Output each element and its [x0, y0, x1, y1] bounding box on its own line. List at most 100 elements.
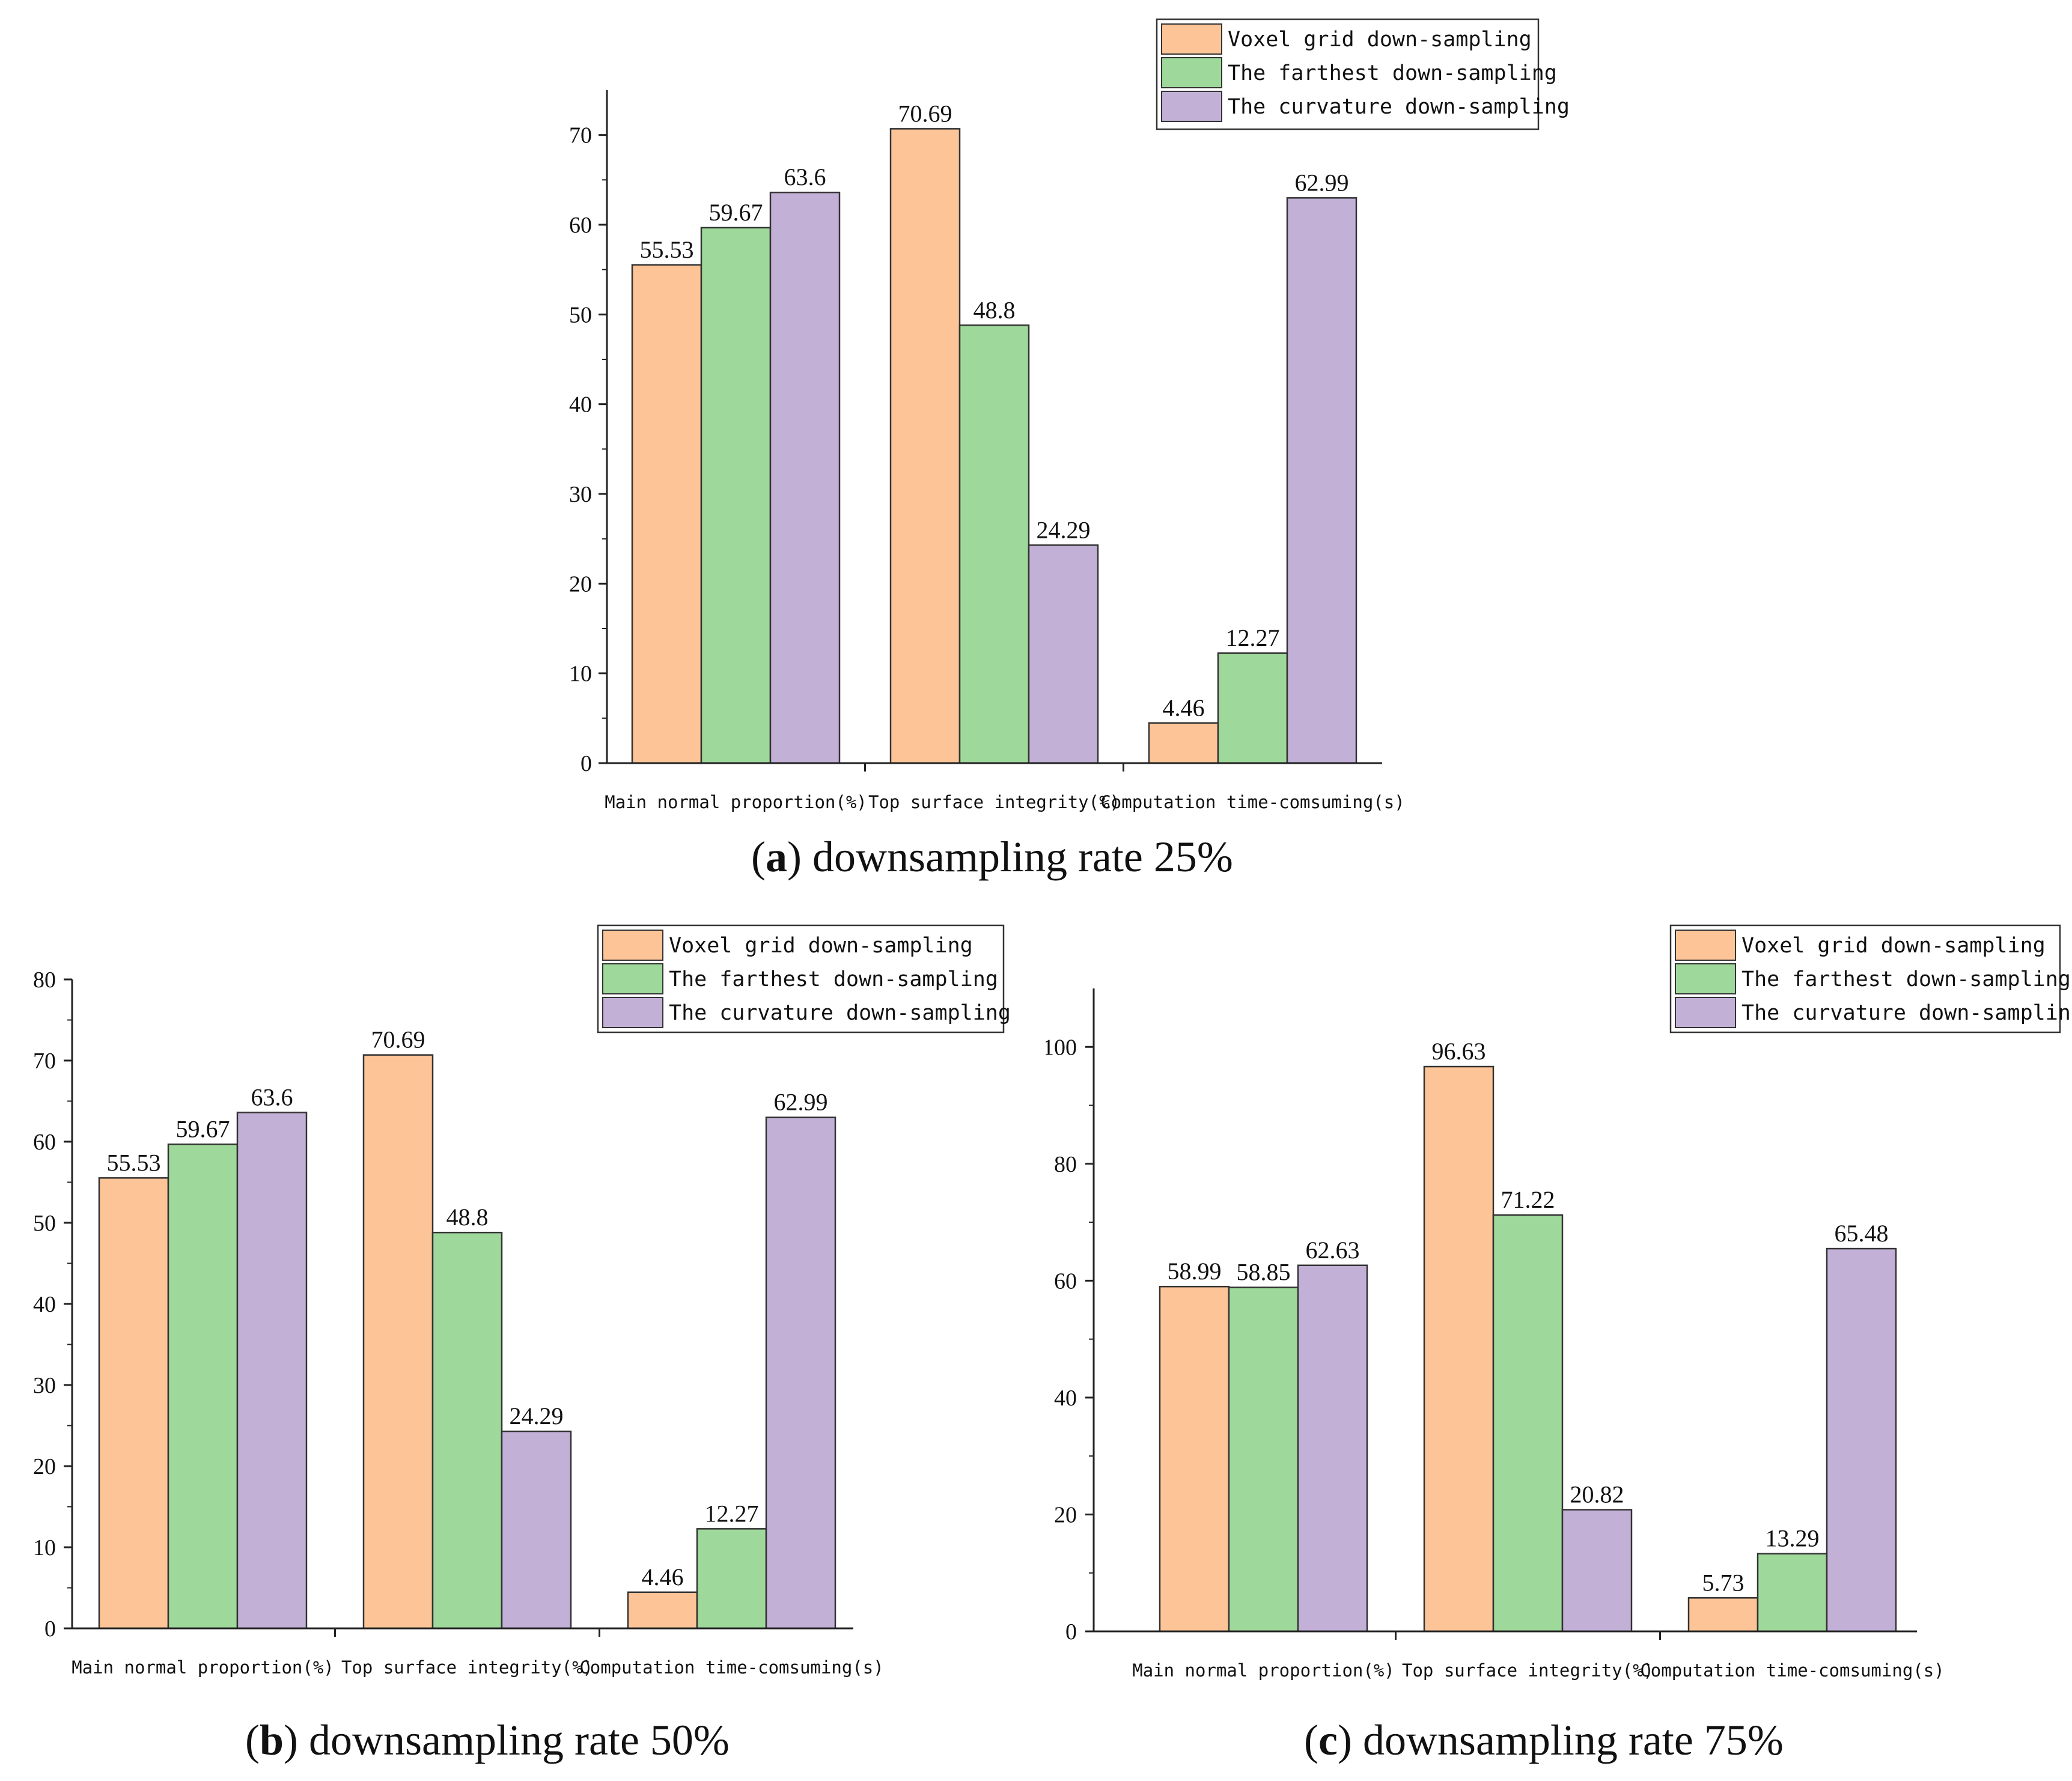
bar	[1217, 652, 1288, 764]
data-label: 12.27	[1226, 624, 1280, 651]
legend-label: The curvature down-sampling	[1741, 1001, 2072, 1025]
x-tick-label: Main normal proportion(%)	[605, 792, 867, 812]
y-tick-label: 0	[44, 1616, 56, 1642]
y-tick-label: 70	[569, 123, 592, 148]
x-tick-label: Main normal proportion(%)	[1132, 1660, 1395, 1681]
x-tick-label: Computation time-comsuming(s)	[1100, 792, 1404, 812]
data-label: 59.67	[176, 1115, 230, 1142]
legend-swatch	[602, 930, 663, 961]
bar	[700, 227, 772, 764]
y-tick-label: 20	[569, 571, 592, 597]
legend-label: Voxel grid down-sampling	[669, 934, 973, 958]
caption-c: (c) downsampling rate 75%	[1304, 1716, 1784, 1764]
data-label: 70.69	[898, 100, 952, 127]
data-label: 5.73	[1702, 1569, 1744, 1596]
x-tick-label: Computation time-comsuming(s)	[1640, 1660, 1944, 1681]
bar	[236, 1112, 308, 1630]
bar	[696, 1528, 767, 1630]
bar	[501, 1430, 572, 1630]
data-label: 13.29	[1766, 1525, 1820, 1552]
bar	[1826, 1247, 1897, 1633]
bar	[627, 1591, 698, 1630]
caption-b-text: downsampling rate 50%	[309, 1716, 730, 1764]
y-tick-label: 30	[569, 482, 592, 507]
bar	[1148, 722, 1219, 764]
y-tick-label: 50	[569, 302, 592, 327]
y-tick-label: 70	[33, 1049, 56, 1074]
bar	[958, 324, 1030, 764]
data-label: 65.48	[1835, 1220, 1889, 1247]
y-tick-label: 100	[1046, 1035, 1077, 1060]
legend-swatch	[1161, 57, 1222, 88]
caption-c-text: downsampling rate 75%	[1362, 1716, 1784, 1764]
y-tick-label: 80	[33, 967, 56, 993]
bar	[769, 191, 841, 764]
legend-swatch	[1675, 997, 1736, 1028]
legend-swatch	[1161, 91, 1222, 122]
bar	[431, 1231, 503, 1630]
data-label: 55.53	[640, 236, 694, 263]
y-tick-label: 0	[1065, 1619, 1077, 1645]
legend-label: Voxel grid down-sampling	[1228, 28, 1532, 52]
bar	[1492, 1214, 1564, 1633]
chart-c: 58.99 58.85 62.63 Main normal proportion(%)…	[1046, 924, 2072, 1681]
bar	[1159, 1285, 1230, 1633]
y-tick-label: 80	[1054, 1152, 1077, 1177]
y-tick-label: 60	[33, 1130, 56, 1155]
bar	[98, 1177, 169, 1630]
y-tick-label: 20	[1054, 1502, 1077, 1527]
data-label: 48.8	[446, 1204, 489, 1231]
bar	[362, 1054, 434, 1630]
data-label: 4.46	[642, 1563, 684, 1591]
legend-swatch	[1675, 963, 1736, 994]
bar	[765, 1116, 836, 1630]
caption-b: (b) downsampling rate 50%	[245, 1716, 730, 1764]
data-label: 24.29	[1037, 516, 1091, 543]
bar	[1757, 1553, 1828, 1633]
caption-a-text: downsampling rate 25%	[812, 833, 1233, 881]
data-label: 4.46	[1163, 694, 1205, 721]
legend-label: The farthest down-sampling	[1741, 967, 2071, 991]
legend-swatch	[602, 997, 663, 1028]
y-tick-label: 40	[569, 392, 592, 418]
legend-label: The farthest down-sampling	[669, 967, 998, 991]
bar	[1561, 1509, 1633, 1633]
caption-a-letter: a	[765, 833, 787, 881]
y-tick-label: 20	[33, 1454, 56, 1479]
bar	[1228, 1286, 1299, 1633]
data-label: 62.63	[1306, 1237, 1360, 1264]
data-label: 58.85	[1237, 1259, 1291, 1286]
caption-b-letter: b	[259, 1716, 284, 1764]
x-tick-label: Top surface integrity(%)	[868, 792, 1120, 812]
y-tick-label: 10	[33, 1535, 56, 1560]
y-tick-label: 60	[1054, 1268, 1077, 1294]
data-label: 63.6	[251, 1083, 293, 1110]
data-label: 48.8	[974, 296, 1016, 323]
legend-label: Voxel grid down-sampling	[1741, 934, 2046, 958]
legend-box	[597, 924, 1005, 1034]
data-label: 12.27	[705, 1500, 759, 1527]
bar	[1687, 1597, 1759, 1633]
data-label: 20.82	[1570, 1481, 1624, 1508]
legend-swatch	[1161, 23, 1222, 55]
legend-label: The curvature down-sampling	[669, 1001, 1011, 1025]
legend-swatch	[1675, 930, 1736, 961]
bar	[889, 128, 961, 764]
data-label: 24.29	[510, 1402, 564, 1429]
y-tick-label: 0	[580, 751, 592, 776]
y-tick-label: 40	[1054, 1386, 1077, 1411]
bar	[1423, 1065, 1495, 1633]
x-tick-label: Computation time-comsuming(s)	[579, 1657, 883, 1678]
y-tick-label: 40	[33, 1292, 56, 1317]
y-tick-label: 10	[569, 662, 592, 687]
data-label: 70.69	[371, 1026, 425, 1053]
legend-swatch	[602, 963, 663, 994]
legend-label: The farthest down-sampling	[1228, 61, 1557, 85]
bar	[167, 1143, 239, 1630]
legend-label: The curvature down-sampling	[1228, 95, 1570, 119]
bar	[1028, 544, 1099, 764]
data-label: 62.99	[1295, 169, 1349, 196]
data-label: 63.6	[784, 163, 826, 190]
y-tick-label: 60	[569, 213, 592, 238]
x-tick-label: Top surface integrity(%)	[341, 1657, 593, 1678]
